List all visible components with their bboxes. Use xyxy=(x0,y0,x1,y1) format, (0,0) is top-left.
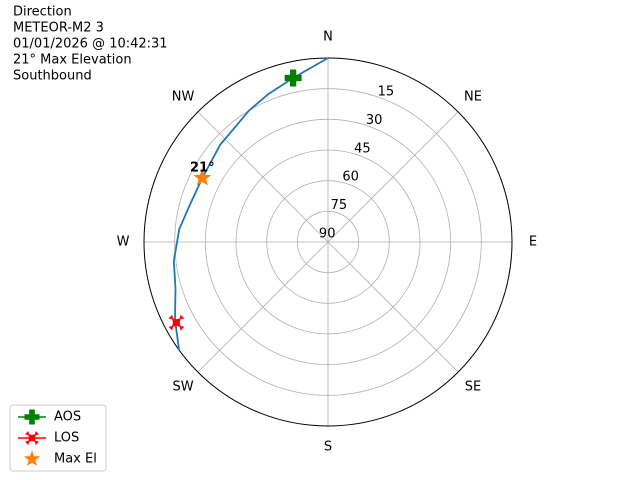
marker-x xyxy=(168,314,185,331)
r-tick-label: 75 xyxy=(331,198,348,213)
r-tick-label: 30 xyxy=(366,113,383,128)
r-tick-label: 45 xyxy=(354,141,371,156)
theta-tick-label: N xyxy=(323,30,333,45)
title-line: Direction xyxy=(13,5,72,20)
grid-spoke xyxy=(327,241,459,373)
annotation: 21° xyxy=(190,160,215,175)
legend-label: Max El xyxy=(54,452,97,467)
legend-label: AOS xyxy=(54,410,81,425)
marker-plus xyxy=(284,69,302,87)
grid-spoke xyxy=(197,111,329,243)
theta-tick-label: E xyxy=(529,235,537,250)
r-tick-label: 15 xyxy=(378,85,395,100)
title-line: METEOR-M2 3 xyxy=(13,21,104,36)
grid-spoke xyxy=(197,241,329,373)
theta-tick-label: S xyxy=(324,440,332,455)
grid-spoke xyxy=(327,111,459,243)
r-tick-label: 60 xyxy=(342,170,359,185)
marker-star xyxy=(23,450,41,466)
title-line: Southbound xyxy=(13,69,92,84)
marker-plus xyxy=(24,409,40,425)
marker-x xyxy=(25,431,39,445)
marker-star xyxy=(193,168,212,186)
theta-tick-label: NE xyxy=(464,90,482,105)
title-line: 01/01/2026 @ 10:42:31 xyxy=(13,37,168,52)
track-line xyxy=(172,57,329,351)
theta-tick-label: SE xyxy=(465,379,481,394)
theta-tick-label: SW xyxy=(172,379,193,394)
legend: AOS LOS Max El xyxy=(9,404,107,472)
legend-label: LOS xyxy=(54,431,79,446)
r-tick-label: 90 xyxy=(319,226,336,241)
theta-tick-label: W xyxy=(117,235,130,250)
title-line: 21° Max Elevation xyxy=(13,53,132,68)
theta-tick-label: NW xyxy=(172,90,195,105)
